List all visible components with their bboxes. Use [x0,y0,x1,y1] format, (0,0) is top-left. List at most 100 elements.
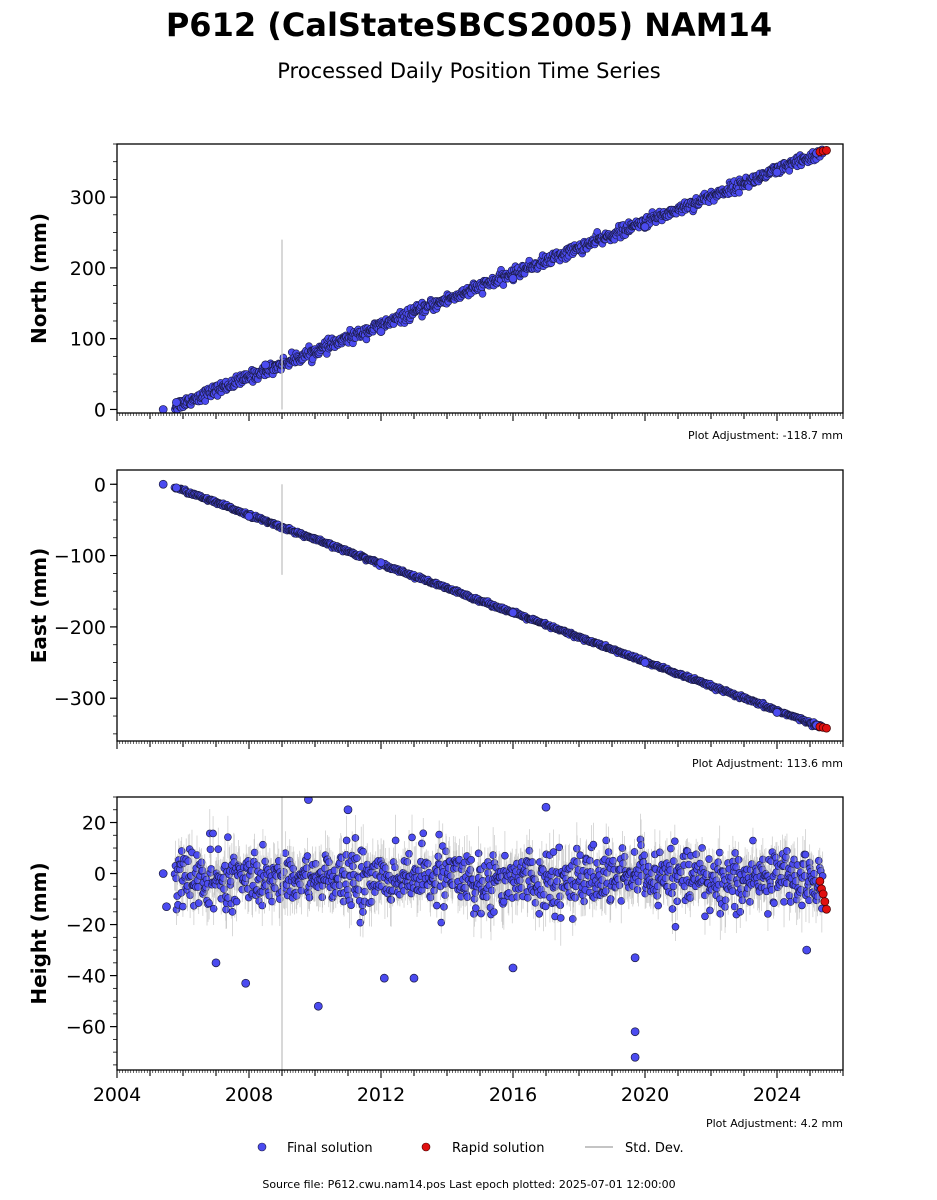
plot-area [158,479,831,733]
final-point [609,856,617,865]
final-point [801,850,810,859]
final-point [556,901,565,909]
final-point [224,833,232,841]
final-point [408,833,416,842]
final-point [508,608,518,617]
final-point [734,856,743,864]
final-point [490,908,498,916]
final-point [701,912,709,921]
y-tick-label: 100 [70,329,106,351]
final-point [179,902,187,911]
final-point [589,840,598,849]
final-point [602,836,611,845]
figure-title: P612 (CalStateSBCS2005) NAM14 [166,6,772,44]
final-point [209,904,218,913]
figure-subtitle: Processed Daily Position Time Series [277,59,661,83]
final-point [405,849,413,858]
final-point [785,891,794,900]
final-point [749,836,757,845]
final-point [653,892,661,900]
final-point [158,405,168,413]
final-point [172,483,181,493]
y-tick-label: 0 [94,474,106,496]
rapid-point [822,723,831,733]
final-point [714,858,723,867]
y-tick-label: −300 [54,688,106,710]
panel-1: 0 100 200 300 North (mm) Plot Adjustment: -11… [27,143,844,442]
final-point [716,909,725,918]
final-point [654,901,662,910]
final-point [305,893,314,902]
final-point [535,909,544,918]
final-point [586,856,594,865]
final-point [721,903,729,911]
final-point [541,902,550,911]
final-point [253,861,261,870]
final-point [418,839,426,848]
final-point [604,848,613,856]
y-tick-label: 300 [70,187,106,209]
y-tick-label: 200 [70,258,106,280]
final-point [206,845,215,854]
final-point [602,887,610,895]
final-point [668,889,676,898]
final-point [730,902,739,911]
final-point [440,903,448,911]
final-point [673,897,681,906]
final-point [172,398,181,407]
data-cloud [170,809,827,946]
rapid-point [822,146,831,155]
plot-area [158,797,831,1070]
final-point [437,918,446,927]
data-cloud [170,483,827,732]
final-point [671,922,680,931]
final-point [289,864,298,873]
final-point [209,829,217,838]
final-point [667,844,675,853]
final-point [764,910,772,918]
final-point [706,906,714,915]
final-point [640,222,650,232]
final-point [715,848,724,857]
panels: 0 100 200 300 North (mm) Plot Adjustment: -11… [27,143,844,1130]
final-point [186,891,194,900]
final-point [471,904,480,912]
y-tick-label: 0 [94,399,106,421]
final-point [281,849,290,857]
final-point [523,894,532,902]
final-point [354,886,363,894]
final-point [640,658,650,667]
final-point [671,837,679,846]
final-point [728,887,737,895]
final-point [568,915,577,923]
final-point [376,327,386,336]
y-axis-label: North (mm) [27,213,51,344]
final-point [606,895,615,903]
y-axis-label: East (mm) [27,548,51,664]
final-point [573,858,581,866]
data-cloud [171,145,827,413]
final-point [525,846,534,855]
final-point [261,360,270,370]
final-point [419,829,428,838]
final-point [477,909,485,918]
final-point [555,843,564,852]
final-point [244,512,254,521]
final-point [158,479,168,489]
final-point [516,876,524,885]
final-point [433,901,441,910]
final-point [359,908,367,916]
plot-adjustment-note: Plot Adjustment: -118.7 mm [688,429,843,442]
final-point [571,894,579,902]
final-point [489,851,497,859]
final-point [391,836,400,845]
final-point [656,848,664,857]
final-point [721,896,730,904]
final-point [268,897,276,906]
final-point [232,897,241,906]
final-point [772,167,782,177]
final-point [356,918,365,927]
final-point [376,558,386,568]
